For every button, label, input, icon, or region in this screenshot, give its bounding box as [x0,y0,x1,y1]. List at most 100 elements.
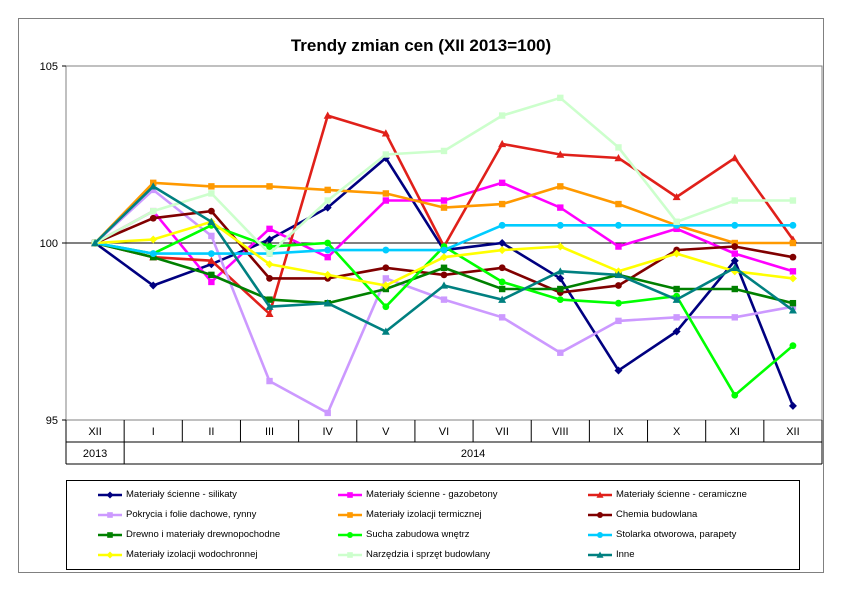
data-point [382,275,390,282]
data-point [324,197,331,204]
data-point [149,235,158,244]
legend-marker [347,532,353,538]
data-point [440,204,448,211]
data-point [557,183,564,190]
data-point [673,218,680,225]
legend-swatch [588,512,612,518]
data-point [789,197,797,204]
legend-marker [596,551,604,558]
x-year-label: 2013 [83,448,107,460]
data-point [382,246,390,254]
data-point [208,278,215,286]
data-point [266,377,273,385]
x-tick-label: I [152,426,155,438]
data-point [614,270,623,279]
data-point [266,183,273,190]
data-point [731,314,738,321]
data-point [556,150,565,158]
data-point [498,314,506,321]
legend-swatch [338,552,362,558]
data-point [440,197,448,204]
legend-swatch [98,551,122,559]
legend-swatch [98,491,122,499]
x-tick-label: V [382,426,390,438]
data-point [208,232,215,240]
data-point [614,366,623,375]
data-point [324,239,332,247]
data-point [498,295,507,303]
legend-swatch [338,492,362,498]
data-point [731,285,738,293]
data-point [498,200,506,208]
data-point [557,204,564,211]
data-point [382,151,390,158]
data-point [731,221,739,229]
legend-item: Inne [587,547,635,563]
data-point [731,239,738,247]
data-point [615,282,622,289]
data-point [673,225,680,233]
data-point [789,221,797,229]
legend-marker [106,491,114,499]
legend-label: Sucha zabudowa wnętrz [366,529,470,540]
data-point [150,253,157,261]
data-point [381,327,390,335]
data-point [440,253,448,262]
data-point [207,207,215,215]
data-point [730,256,739,265]
legend-swatch [338,532,362,538]
data-point [557,349,564,356]
legend-item: Drewno i materiały drewnopochodne [97,527,280,543]
x-tick-label: XI [730,426,740,438]
data-point [265,260,274,269]
data-point [556,274,565,283]
legend-item: Materiały izolacji termicznej [337,507,482,523]
legend-swatch [588,532,612,538]
legend-marker [347,512,353,518]
data-point [556,267,565,275]
data-point [324,186,331,194]
legend-label: Chemia budowlana [616,509,698,520]
data-point [556,221,564,229]
y-tick-label: 105 [40,61,58,73]
data-point [440,264,448,271]
data-point [91,239,100,247]
x-tick-label: II [208,426,214,438]
data-point [381,129,390,137]
data-point [673,314,680,321]
legend-label: Drewno i materiały drewnopochodne [126,529,281,540]
data-point [382,197,390,204]
data-point [788,306,797,314]
legend-item: Materiały ścienne - ceramiczne [587,487,747,503]
legend-item: Chemia budowlana [587,507,697,523]
legend-swatch [588,491,612,498]
legend: Materiały ścienne - silikaty Materiały śc… [66,480,800,570]
legend-marker [106,551,114,559]
legend-item: Pokrycia i folie dachowe, rynny [97,507,256,523]
legend-marker [596,491,604,498]
x-tick-label: VII [495,426,508,438]
legend-item: Materiały ścienne - gazobetony [337,487,498,503]
data-point [498,239,507,247]
data-point [556,296,564,304]
data-point [149,250,157,258]
data-point [615,144,622,151]
data-point [731,197,738,204]
legend-swatch [588,551,612,558]
data-point [672,295,681,303]
data-point [731,243,739,250]
x-tick-label: VIII [552,426,569,438]
legend-label: Pokrycia i folie dachowe, rynny [126,509,257,520]
y-tick-label: 95 [46,415,58,427]
legend-item: Stolarka otworowa, parapety [587,527,736,543]
legend-item: Materiały izolacji wodochronnej [97,547,257,563]
data-point [614,154,623,162]
data-point [731,391,739,399]
data-point [789,342,797,350]
data-point [498,246,507,255]
data-point [323,203,332,212]
data-point [324,246,332,254]
x-tick-label: XII [88,426,101,438]
data-point [498,264,506,272]
legend-label: Narzędzia i sprzęt budowlany [366,549,491,560]
